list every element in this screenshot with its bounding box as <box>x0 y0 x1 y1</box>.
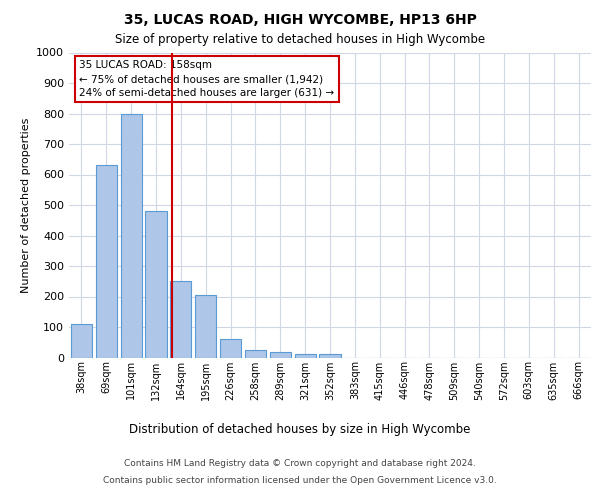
Bar <box>71 324 92 358</box>
Text: Distribution of detached houses by size in High Wycombe: Distribution of detached houses by size … <box>130 422 470 436</box>
Bar <box>220 339 241 357</box>
Text: Contains public sector information licensed under the Open Government Licence v3: Contains public sector information licen… <box>103 476 497 485</box>
Bar <box>195 295 216 358</box>
Bar <box>121 114 142 358</box>
Text: 35 LUCAS ROAD: 158sqm
← 75% of detached houses are smaller (1,942)
24% of semi-d: 35 LUCAS ROAD: 158sqm ← 75% of detached … <box>79 60 335 98</box>
Bar <box>270 352 291 358</box>
Bar <box>245 350 266 358</box>
Bar <box>295 354 316 358</box>
Bar <box>145 211 167 358</box>
Bar <box>170 281 191 357</box>
Bar <box>96 166 117 358</box>
Text: Contains HM Land Registry data © Crown copyright and database right 2024.: Contains HM Land Registry data © Crown c… <box>124 458 476 468</box>
Text: Size of property relative to detached houses in High Wycombe: Size of property relative to detached ho… <box>115 32 485 46</box>
Text: 35, LUCAS ROAD, HIGH WYCOMBE, HP13 6HP: 35, LUCAS ROAD, HIGH WYCOMBE, HP13 6HP <box>124 12 476 26</box>
Bar <box>319 354 341 358</box>
Y-axis label: Number of detached properties: Number of detached properties <box>20 118 31 292</box>
